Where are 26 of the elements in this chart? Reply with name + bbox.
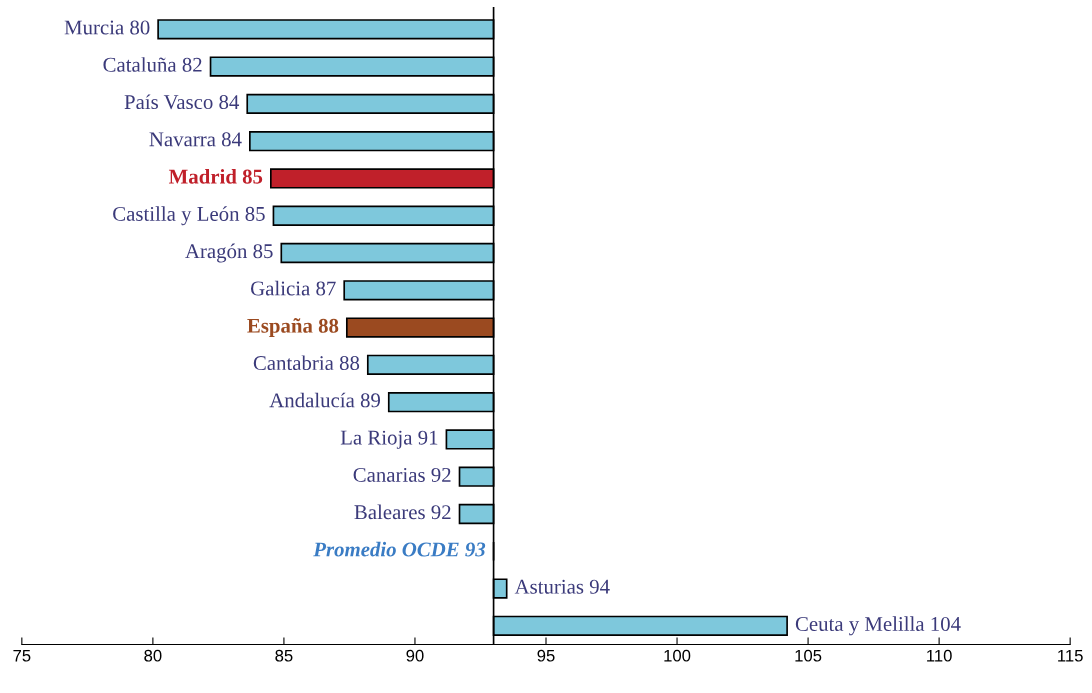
y-tick-label: Canarias 92: [353, 467, 451, 482]
x-tick-label: 90: [406, 649, 424, 662]
y-tick-label: Asturias 94: [514, 579, 610, 594]
x-tick-label: 85: [275, 649, 293, 662]
y-tick-label: Castilla y León 85: [113, 206, 265, 226]
x-tick-label: 115: [1058, 649, 1083, 662]
y-tick-label: Madrid 85: [168, 168, 263, 184]
y-tick-label: País Vasco 84: [124, 94, 240, 110]
y-tick-label: Cantabria 88: [253, 355, 360, 371]
y-tick-label: Baleares 92: [354, 504, 451, 520]
y-tick-label: Andalucía 89: [269, 392, 381, 408]
x-tick-label: 75: [13, 649, 31, 662]
y-tick-label: Aragón 85: [185, 243, 273, 263]
x-tick-label: 80: [144, 649, 162, 662]
y-tick-label: Murcia 80: [64, 20, 150, 35]
y-tick-label: Navarra 84: [149, 132, 242, 147]
y-tick-label: Cataluña 82: [103, 57, 202, 72]
y-tick-label: España 88: [247, 318, 339, 338]
y-tick-label: Galicia 87: [251, 280, 336, 296]
x-tick-label: 105: [795, 649, 822, 662]
x-tick-label: 100: [664, 649, 691, 662]
x-tick-label: 95: [537, 649, 555, 662]
x-tick-label: 110: [927, 649, 952, 662]
annotation: Promedio OCDE 93: [313, 541, 486, 557]
y-tick-label: Ceuta y Melilla 104: [795, 616, 961, 636]
y-tick-label: La Rioja 91: [340, 430, 438, 449]
